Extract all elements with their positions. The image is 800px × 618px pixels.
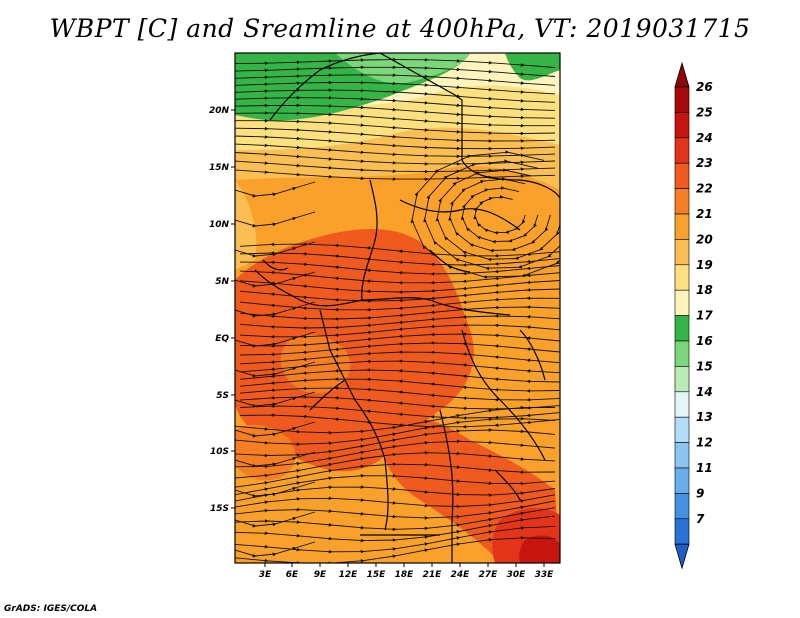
streamline	[235, 57, 556, 68]
colorbar-label-9: 9	[696, 486, 704, 500]
lon-label-30e: 30E	[507, 570, 527, 580]
colorbar-swatch-16	[674, 340, 690, 367]
colorbar-swatch-23	[674, 162, 690, 189]
colorbar-swatch-25	[674, 112, 690, 139]
lat-label-5n: 5N	[215, 277, 229, 287]
streamline	[235, 65, 556, 77]
lon-label-3e: 3E	[259, 570, 272, 580]
lon-label-18e: 18E	[395, 570, 415, 580]
colorbar-label-15: 15	[696, 359, 713, 373]
streamline	[235, 271, 316, 288]
streamline	[235, 481, 316, 498]
lat-label-20n: 20N	[209, 106, 230, 116]
streamline	[235, 494, 556, 509]
lat-label-15n: 15N	[209, 163, 230, 173]
colorbar-label-24: 24	[696, 131, 713, 145]
map-frame	[234, 52, 561, 564]
streamline	[235, 331, 316, 348]
lon-label-21e: 21E	[423, 570, 443, 580]
country-borders	[254, 53, 560, 563]
colorbar-label-16: 16	[696, 334, 713, 348]
colorbar-swatch-18	[674, 289, 690, 316]
lat-label-5s: 5S	[216, 391, 229, 401]
colorbar-swatch-22	[674, 188, 690, 215]
colorbar-swatch-20	[674, 239, 690, 266]
streamline	[235, 473, 556, 496]
streamline	[235, 391, 316, 408]
colorbar-label-12: 12	[696, 436, 713, 450]
colorbar-label-25: 25	[696, 105, 713, 119]
colorbar-swatch-17	[674, 315, 690, 342]
streamline	[235, 181, 316, 198]
streamline	[235, 421, 316, 438]
lat-label-eq: EQ	[215, 334, 229, 344]
lat-label-10n: 10N	[209, 220, 230, 230]
colorbar-label-17: 17	[696, 309, 713, 323]
chart-title: WBPT [C] and Sreamline at 400hPa, VT: 20…	[49, 14, 751, 43]
streamlines	[235, 57, 560, 563]
lon-label-24e: 24E	[451, 570, 471, 580]
colorbar: 26 25 24 23 22 21 20 19 18 17 16 15 14 13 12 11 9 7	[674, 61, 713, 570]
colorbar-label-18: 18	[696, 283, 713, 297]
streamline	[235, 211, 316, 228]
streamline	[235, 451, 316, 468]
colorbar-swatch-26	[674, 86, 690, 113]
colorbar-swatch-13	[674, 416, 690, 443]
streamline	[235, 301, 316, 318]
longitude-axis: 3E 6E 9E 12E 15E 18E 21E 24E 27E 30E 33E	[259, 563, 554, 580]
colorbar-bottom-arrow	[674, 543, 690, 570]
latitude-axis: 20N 15N 10N 5N EQ 5S 10S 15S	[209, 106, 235, 514]
colorbar-label-11: 11	[696, 461, 713, 475]
lon-label-9e: 9E	[314, 570, 327, 580]
streamline	[235, 241, 316, 258]
colorbar-label-13: 13	[696, 410, 713, 424]
temperature-patch-25	[519, 535, 560, 563]
colorbar-swatch-9	[674, 493, 690, 520]
lat-label-10s: 10S	[210, 447, 229, 457]
colorbar-label-20: 20	[696, 232, 713, 246]
colorbar-swatch-21	[674, 213, 690, 240]
colorbar-label-22: 22	[696, 182, 713, 196]
colorbar-label-21: 21	[696, 207, 713, 221]
lon-label-15e: 15E	[367, 570, 387, 580]
lat-label-15s: 15S	[210, 504, 229, 514]
lon-label-12e: 12E	[339, 570, 359, 580]
colorbar-swatch-12	[674, 442, 690, 469]
lon-label-6e: 6E	[286, 570, 299, 580]
colorbar-label-7: 7	[696, 512, 705, 526]
streamline	[235, 536, 556, 563]
colorbar-label-19: 19	[696, 258, 713, 272]
colorbar-label-26: 26	[696, 80, 713, 94]
colorbar-label-14: 14	[696, 385, 713, 399]
streamline	[235, 541, 316, 558]
colorbar-swatch-24	[674, 137, 690, 164]
colorbar-swatch-15	[674, 366, 690, 393]
colorbar-swatch-14	[674, 391, 690, 418]
streamline	[235, 511, 316, 528]
map-panel	[235, 53, 560, 563]
colorbar-top-arrow	[674, 61, 690, 88]
colorbar-swatch-7	[674, 518, 690, 545]
colorbar-swatch-19	[674, 264, 690, 291]
colorbar-label-23: 23	[696, 156, 713, 170]
colorbar-swatch-11	[674, 467, 690, 494]
lon-label-33e: 33E	[535, 570, 555, 580]
lon-label-27e: 27E	[479, 570, 499, 580]
grads-credit: GrADS: IGES/COLA	[4, 604, 98, 614]
temperature-patch-20-west	[235, 180, 257, 270]
streamline	[235, 361, 316, 378]
